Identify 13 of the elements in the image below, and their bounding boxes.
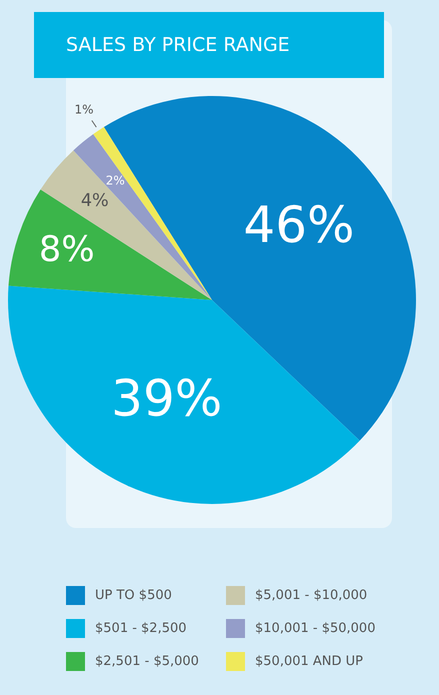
data-label: 1% <box>74 102 94 117</box>
legend-label: $501 - $2,500 <box>95 620 187 636</box>
data-label: 39% <box>111 370 222 428</box>
legend-label: $50,001 AND UP <box>255 654 364 668</box>
data-label: 46% <box>243 196 355 254</box>
chart-title: SALES BY PRICE RANGE <box>34 12 384 78</box>
data-label: 4% <box>80 191 109 212</box>
legend-label: $2,501 - $5,000 <box>95 654 199 668</box>
data-label: 2% <box>106 174 125 188</box>
legend-label: UP TO $500 <box>95 588 172 602</box>
legend-label: $5,001 - $10,000 <box>255 588 368 602</box>
data-label: 8% <box>38 228 95 270</box>
legend-label: $10,001 - $50,000 <box>255 620 376 636</box>
